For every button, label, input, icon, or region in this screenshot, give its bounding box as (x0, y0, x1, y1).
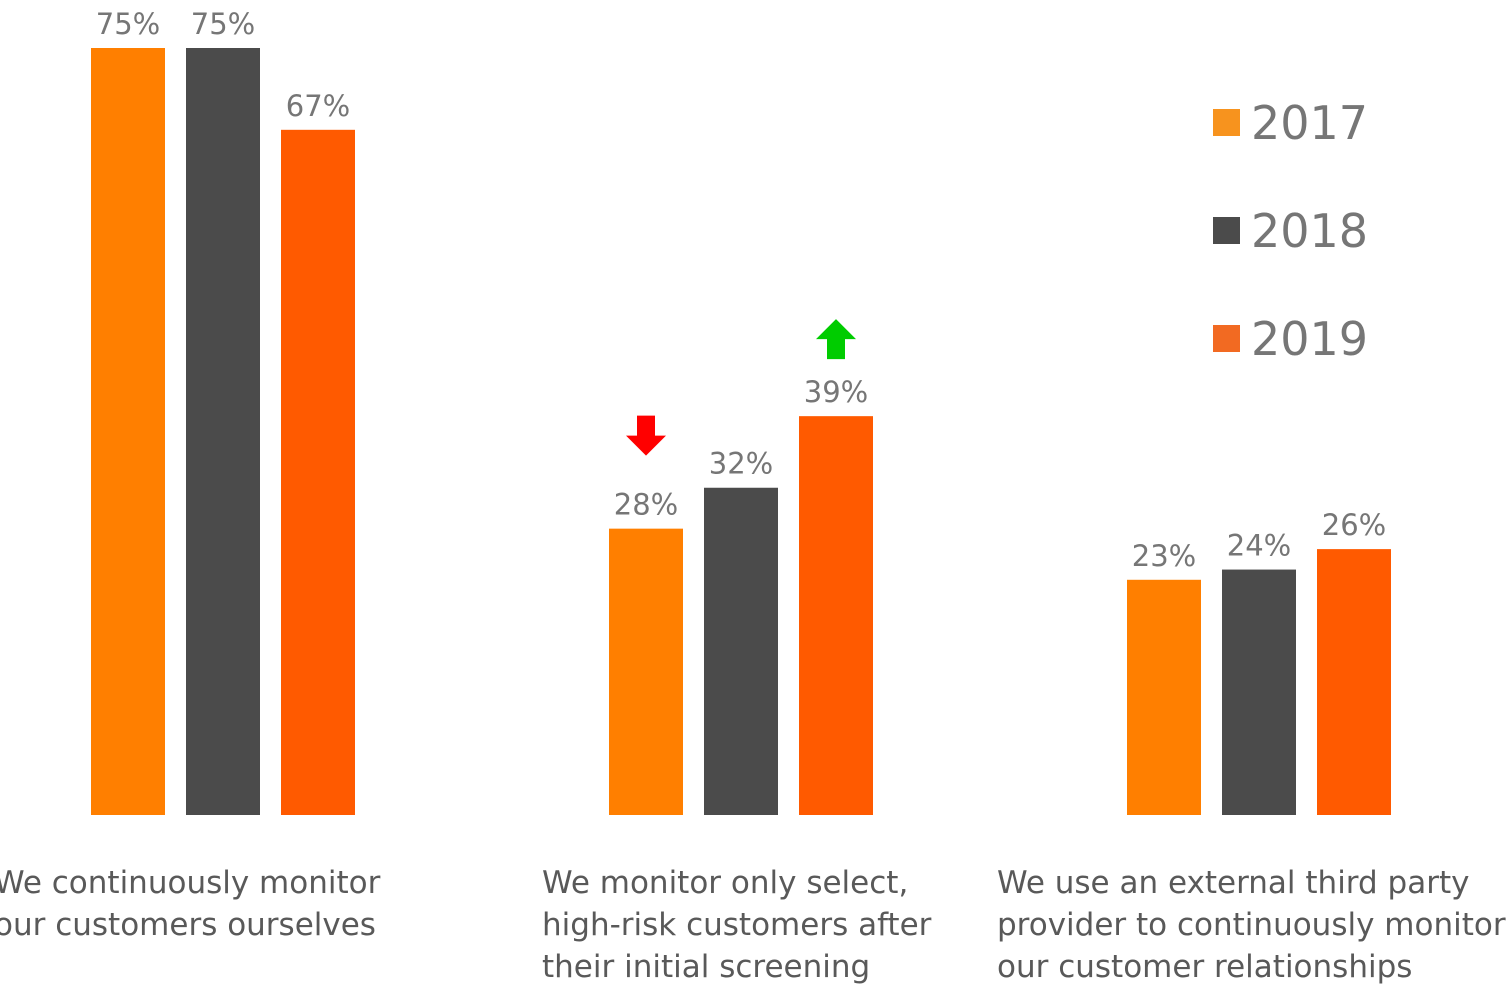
data-label: 28% (614, 488, 678, 522)
down-arrow-icon (626, 415, 666, 456)
category-label-line: provider to continuously monitor (997, 907, 1506, 943)
bar-2017-1 (609, 528, 683, 815)
bar-2019-0 (281, 129, 355, 815)
category-label-line: We use an external third party (997, 865, 1470, 901)
category-label-line: our customers ourselves (0, 907, 376, 943)
bar-2018-2 (1222, 569, 1296, 815)
legend-label-2018: 2018 (1251, 204, 1368, 258)
data-label: 75% (96, 7, 160, 41)
bar-2018-0 (186, 48, 260, 815)
category-label-1: We monitor only select, high-risk custom… (542, 862, 931, 988)
category-label-line: our customer relationships (997, 949, 1413, 985)
category-label-line: their initial screening (542, 949, 871, 985)
legend-swatch-2019 (1213, 325, 1240, 352)
data-label: 75% (191, 7, 255, 41)
bar-2017-2 (1127, 579, 1201, 815)
data-label: 23% (1132, 539, 1196, 573)
data-label: 32% (709, 447, 773, 481)
data-label: 24% (1227, 529, 1291, 563)
data-label: 26% (1322, 508, 1386, 542)
category-label-line: We continuously monitor (0, 865, 381, 901)
bar-2019-2 (1317, 549, 1391, 815)
bar-2017-0 (91, 48, 165, 815)
bar-2019-1 (799, 416, 873, 815)
bar-2018-1 (704, 487, 778, 815)
legend-swatch-2017 (1213, 109, 1240, 136)
legend-swatch-2018 (1213, 217, 1240, 244)
category-label-0: We continuously monitor our customers ou… (0, 862, 380, 946)
category-label-line: high-risk customers after (542, 907, 932, 943)
legend-label-2017: 2017 (1251, 96, 1368, 150)
up-arrow-icon (816, 319, 856, 360)
category-label-2: We use an external third party provider … (997, 862, 1506, 988)
category-label-line: We monitor only select, (542, 865, 909, 901)
data-label: 39% (804, 375, 868, 409)
data-label: 67% (286, 89, 350, 123)
legend-label-2019: 2019 (1251, 312, 1368, 366)
